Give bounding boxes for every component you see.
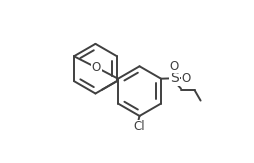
Text: Cl: Cl	[132, 120, 144, 133]
Text: O: O	[169, 60, 178, 73]
Text: O: O	[181, 72, 190, 85]
Text: O: O	[91, 61, 101, 74]
Text: S: S	[169, 71, 178, 85]
